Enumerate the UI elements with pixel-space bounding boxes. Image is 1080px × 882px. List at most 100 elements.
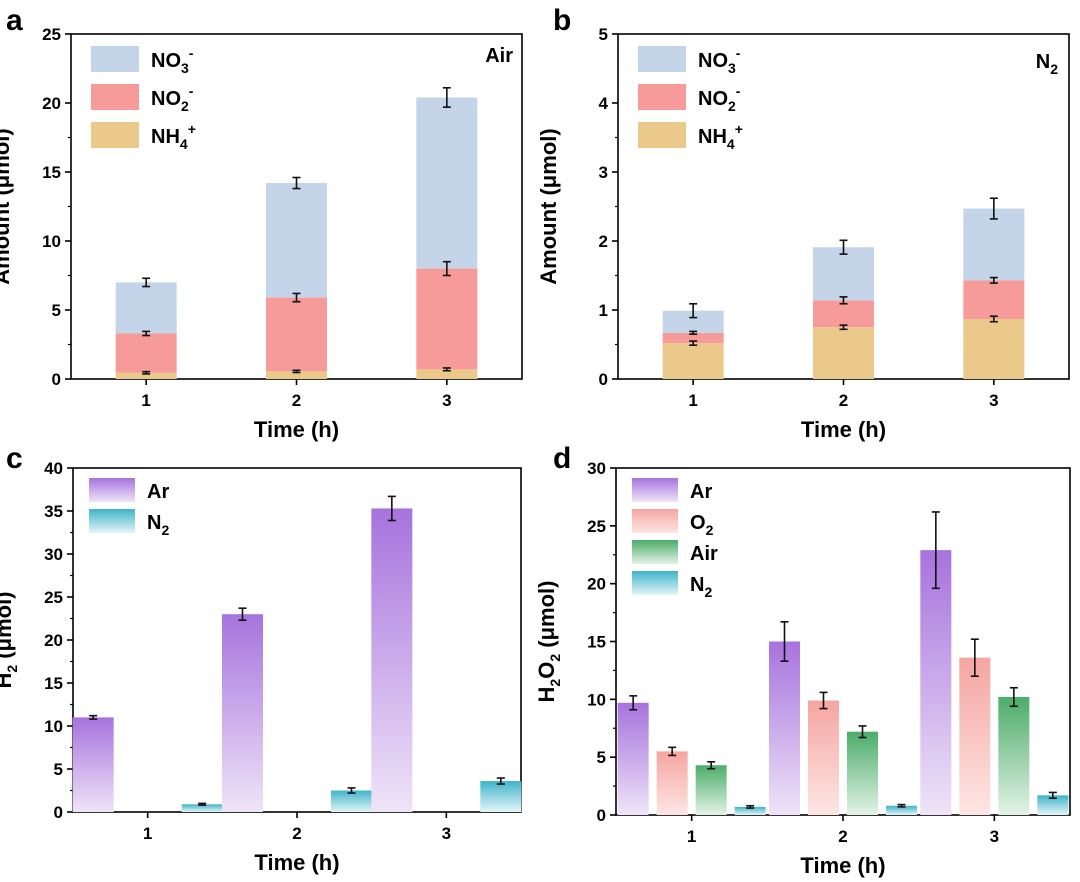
- panel-letter-b: b: [553, 4, 571, 37]
- error-bar-Air-t2: [858, 725, 867, 739]
- bar-N2-t3: [480, 781, 522, 812]
- bar-segment-NO3--t2: [266, 183, 327, 298]
- panel-a-chart: 0 5 10 15 20 25 1 2 3 Time (h) Amount (μmol) NO3- NO…: [0, 25, 523, 442]
- legend-label: N2: [147, 512, 169, 538]
- error-bar-NO3--t2: [292, 176, 301, 190]
- plot-frame: [72, 467, 522, 813]
- bar-N2-t3: [1037, 795, 1069, 815]
- error-bar-NO2--t3: [989, 276, 998, 284]
- bar-O2-t3: [959, 657, 991, 815]
- y-tick-label: 25: [42, 25, 61, 44]
- x-axis-title: Time (h): [800, 853, 885, 878]
- legend-label: NO2-: [698, 83, 741, 114]
- condition-label: N2: [1036, 51, 1058, 77]
- bar-N2-t2: [886, 805, 917, 815]
- panel-letter-a: a: [6, 4, 23, 37]
- error-bar-NO2--t1: [142, 330, 151, 337]
- bar-segment-NO2--t2: [266, 297, 327, 372]
- y-axis-title: Amount (μmol): [536, 128, 561, 284]
- y-tick-label: 0: [54, 803, 63, 822]
- y-tick-label: 30: [587, 459, 606, 478]
- legend-swatch-NO2-: [638, 84, 686, 110]
- y-tick-label: 40: [44, 459, 63, 478]
- x-tick-label: 2: [292, 391, 301, 410]
- x-tick-label: 2: [292, 824, 301, 843]
- y-tick-label: 3: [599, 163, 608, 182]
- bar-segment-NO2--t3: [963, 280, 1025, 319]
- error-bar-N2-t2: [897, 803, 906, 808]
- error-bar-NO3--t2: [839, 239, 848, 255]
- error-bar-NO2--t3: [442, 260, 451, 277]
- x-tick-label: 3: [989, 391, 998, 410]
- y-tick-label: 15: [587, 633, 606, 652]
- legend-label: NO3-: [151, 45, 194, 76]
- legend-swatch-Ar: [89, 478, 135, 502]
- bar-Ar-t3: [371, 508, 413, 812]
- y-axis-title: Amount (μmol): [0, 128, 14, 284]
- x-axis-title: Time (h): [254, 417, 339, 442]
- error-bar-N2-t1: [746, 804, 755, 809]
- legend-label: NO2-: [151, 83, 194, 114]
- y-tick-label: 5: [599, 25, 608, 44]
- error-bar-NO3--t1: [142, 277, 151, 288]
- y-tick-label: 5: [54, 760, 63, 779]
- error-bar-N2-t1: [198, 802, 207, 806]
- bar-Ar-t2: [769, 641, 800, 815]
- legend-label: Ar: [690, 481, 712, 503]
- x-tick-label: 1: [143, 824, 152, 843]
- panel-letter-c: c: [6, 442, 23, 475]
- error-bar-NO3--t1: [689, 302, 698, 319]
- y-tick-label: 5: [52, 301, 61, 320]
- legend-label: NH4+: [698, 121, 743, 152]
- error-bar-Air-t3: [1009, 686, 1018, 708]
- bar-segment-NO3--t3: [963, 208, 1025, 281]
- y-tick-label: 10: [42, 232, 61, 251]
- legend-swatch-N2: [632, 571, 678, 595]
- y-tick-label: 30: [44, 545, 63, 564]
- x-tick-label: 1: [687, 827, 696, 846]
- legend-swatch-Air: [632, 540, 678, 564]
- error-bar-O2-t3: [970, 638, 979, 678]
- x-tick-label: 1: [688, 391, 697, 410]
- y-tick-label: 0: [599, 370, 608, 389]
- y-tick-label: 25: [44, 588, 63, 607]
- y-tick-label: 0: [597, 806, 606, 825]
- y-tick-label: 25: [587, 517, 606, 536]
- error-bar-N2-t3: [1048, 791, 1057, 800]
- y-tick-label: 5: [597, 748, 606, 767]
- bar-N2-t2: [331, 790, 372, 812]
- bar-segment-NO3--t3: [416, 97, 478, 269]
- panel-b-chart: 0 1 2 3 4 5 1 2 3 Time (h) Amount (μmol) NO3- NO2- NH…: [536, 25, 1070, 442]
- legend-label: Air: [690, 543, 718, 565]
- error-bar-NH4+-t1: [142, 370, 151, 375]
- bar-segment-NO2--t3: [416, 268, 478, 370]
- bar-O2-t1: [656, 751, 688, 815]
- bar-Ar-t1: [72, 717, 114, 812]
- y-tick-label: 2: [599, 232, 608, 251]
- bar-N2-t1: [181, 804, 223, 812]
- legend-swatch-NH4+: [638, 122, 686, 148]
- y-tick-label: 10: [587, 690, 606, 709]
- bar-Ar-t2: [222, 614, 263, 812]
- error-bar-N2-t3: [496, 777, 505, 785]
- bar-segment-NH4+-t2: [813, 327, 874, 379]
- y-axis-title: H2 (μmol): [0, 591, 20, 688]
- bar-segment-NH4+-t3: [963, 318, 1025, 379]
- bar-Ar-t3: [920, 550, 952, 815]
- legend-label: N2: [690, 574, 712, 600]
- legend-label: NO3-: [698, 45, 741, 76]
- error-bar-NH4+-t2: [292, 369, 301, 374]
- y-tick-label: 20: [587, 575, 606, 594]
- error-bar-O2-t1: [668, 746, 677, 757]
- bar-segment-NO2--t2: [813, 300, 874, 328]
- bar-N2-t1: [734, 806, 766, 815]
- y-tick-label: 20: [42, 94, 61, 113]
- error-bar-Air-t1: [707, 760, 716, 770]
- panel-c-chart: 0 5 10 15 20 25 30 35 40 1 2 3 Time (h) H2 (μmol) Ar N2: [0, 459, 522, 875]
- bar-O2-t2: [808, 700, 839, 815]
- error-bar-NH4+-t3: [989, 315, 998, 323]
- legend-swatch-NH4+: [91, 122, 139, 148]
- bar-segment-NO2--t1: [115, 333, 177, 373]
- bar-Ar-t1: [617, 702, 649, 815]
